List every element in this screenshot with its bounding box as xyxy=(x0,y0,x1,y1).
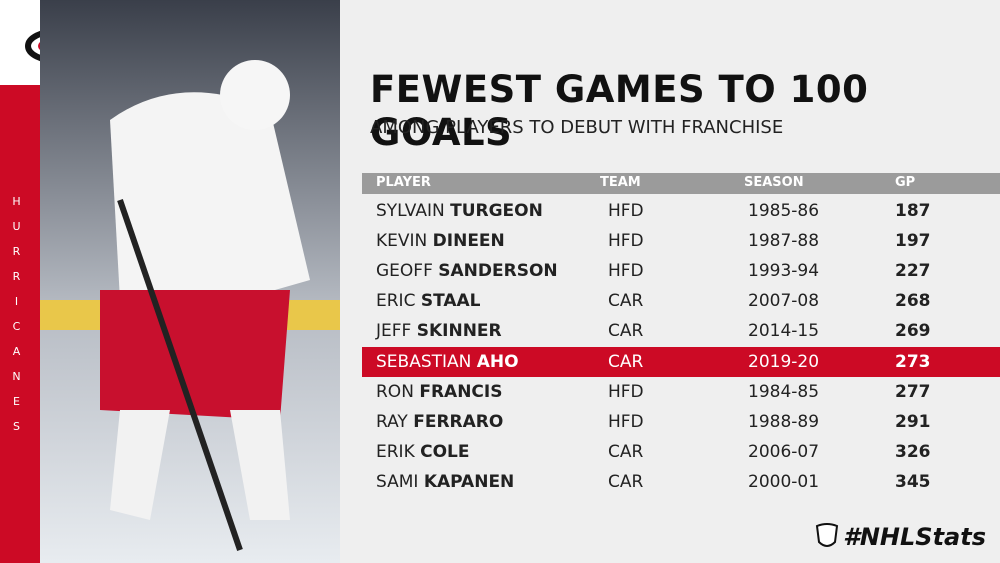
last-name: KAPANEN xyxy=(423,471,515,492)
table-row: KEVIN DINEEN HFD 1987-88 197 xyxy=(362,226,1000,256)
table-row: RAY FERRARO HFD 1988-89 291 xyxy=(362,407,1000,437)
season-cell: 1993-94 xyxy=(748,261,820,282)
season-cell: 1987-88 xyxy=(748,231,820,252)
last-name: FERRARO xyxy=(413,411,504,432)
team-cell: HFD xyxy=(608,201,644,221)
player-cell: GEOFF SANDERSON xyxy=(376,261,558,281)
column-header: GP xyxy=(895,175,916,190)
column-header: SEASON xyxy=(744,175,804,190)
player-cell: SAMI KAPANEN xyxy=(376,472,514,492)
table-row: JEFF SKINNER CAR 2014-15 269 xyxy=(362,316,1000,346)
first-name: SYLVAIN xyxy=(376,201,445,221)
title: FEWEST GAMES TO 100 GOALS xyxy=(370,68,869,154)
first-name: SEBASTIAN xyxy=(376,351,472,372)
player-cell: SYLVAIN TURGEON xyxy=(376,201,543,221)
hashtag-text: #NHLStats xyxy=(843,523,986,551)
column-header: TEAM xyxy=(600,175,641,190)
team-cell: HFD xyxy=(608,231,644,252)
table-row: SEBASTIAN AHO CAR 2019-20 273 xyxy=(362,346,1000,377)
team-cell: CAR xyxy=(608,441,644,462)
season-cell: 1988-89 xyxy=(748,411,820,432)
team-cell: HFD xyxy=(608,261,644,282)
team-cell: HFD xyxy=(608,381,644,402)
last-name: AHO xyxy=(476,351,519,372)
team-cell: CAR xyxy=(608,321,644,342)
season-cell: 1984-85 xyxy=(748,381,820,402)
first-name: ERIK xyxy=(376,441,415,462)
table-header: PLAYER TEAM SEASON GP xyxy=(362,173,1000,194)
first-name: RAY xyxy=(376,411,408,432)
first-name: GEOFF xyxy=(376,261,433,282)
first-name: ERIC xyxy=(376,291,416,312)
season-cell: 2014-15 xyxy=(748,321,820,342)
table-row: ERIC STAAL CAR 2007-08 268 xyxy=(362,286,1000,316)
table-row: SAMI KAPANEN CAR 2000-01 345 xyxy=(362,467,1000,497)
first-name: RON xyxy=(376,381,414,402)
season-cell: 2019-20 xyxy=(748,351,820,372)
season-cell: 2006-07 xyxy=(748,441,820,462)
gp-cell: 187 xyxy=(895,201,931,221)
last-name: DINEEN xyxy=(432,231,505,252)
last-name: SANDERSON xyxy=(438,261,558,282)
subtitle: AMONG PLAYERS TO DEBUT WITH FRANCHISE xyxy=(370,117,784,138)
gp-cell: 345 xyxy=(895,471,931,492)
player-photo xyxy=(40,0,340,563)
last-name: TURGEON xyxy=(450,201,543,221)
season-cell: 2000-01 xyxy=(748,471,820,492)
last-name: FRANCIS xyxy=(419,381,503,402)
team-name: HURRICANES xyxy=(10,195,23,445)
gp-cell: 291 xyxy=(895,411,931,432)
table-row: ERIK COLE CAR 2006-07 326 xyxy=(362,437,1000,467)
team-cell: CAR xyxy=(608,291,644,312)
gp-cell: 269 xyxy=(895,321,931,342)
player-cell: RON FRANCIS xyxy=(376,382,502,402)
season-cell: 2007-08 xyxy=(748,291,820,312)
player-cell: KEVIN DINEEN xyxy=(376,231,505,251)
team-cell: CAR xyxy=(608,351,644,372)
hashtag: #NHLStats xyxy=(815,522,986,551)
gp-cell: 227 xyxy=(895,261,931,282)
player-cell: ERIK COLE xyxy=(376,442,470,462)
gp-cell: 326 xyxy=(895,441,931,462)
team-cell: HFD xyxy=(608,411,644,432)
season-cell: 1985-86 xyxy=(748,201,820,221)
player-cell: JEFF SKINNER xyxy=(376,321,502,341)
first-name: KEVIN xyxy=(376,231,428,252)
gp-cell: 273 xyxy=(895,351,931,372)
column-header: PLAYER xyxy=(376,175,431,190)
last-name: COLE xyxy=(420,441,470,462)
last-name: SKINNER xyxy=(416,321,502,342)
last-name: STAAL xyxy=(420,291,481,312)
gp-cell: 268 xyxy=(895,291,931,312)
player-cell: RAY FERRARO xyxy=(376,412,503,432)
nhl-shield xyxy=(816,523,839,547)
table-row: SYLVAIN TURGEON HFD 1985-86 187 xyxy=(362,196,1000,226)
first-name: JEFF xyxy=(376,321,412,342)
side-strip: HURRICANES xyxy=(0,0,40,563)
player-cell: SEBASTIAN AHO xyxy=(376,352,519,372)
table-row: GEOFF SANDERSON HFD 1993-94 227 xyxy=(362,256,1000,286)
gp-cell: 277 xyxy=(895,381,931,402)
table-row: RON FRANCIS HFD 1984-85 277 xyxy=(362,377,1000,407)
gp-cell: 197 xyxy=(895,231,931,252)
first-name: SAMI xyxy=(376,471,419,492)
team-cell: CAR xyxy=(608,471,644,492)
player-cell: ERIC STAAL xyxy=(376,291,481,311)
